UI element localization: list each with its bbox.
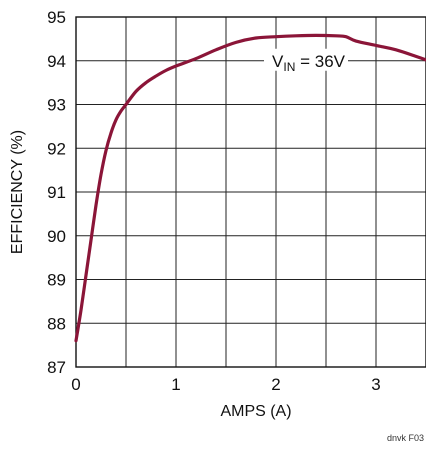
y-tick-label: 88 (47, 314, 66, 333)
annotation-layer: VIN = 36V (264, 48, 348, 74)
x-tick-label: 0 (71, 375, 80, 394)
x-tick-labels: 0 1 2 3 (71, 375, 380, 394)
y-tick-label: 87 (47, 358, 66, 377)
x-axis-title: AMPS (A) (220, 403, 291, 420)
series-line-efficiency (74, 33, 426, 343)
y-axis-title: EFFICIENCY (%) (9, 130, 26, 254)
plot-frame (75, 16, 426, 368)
y-tick-label: 95 (47, 8, 66, 27)
y-tick-label: 90 (47, 227, 66, 246)
figure-id: dnvk F03 (387, 433, 424, 443)
y-tick-label: 89 (47, 271, 66, 290)
y-tick-label: 92 (47, 139, 66, 158)
grid-lines (76, 17, 426, 367)
y-tick-label: 94 (47, 52, 66, 71)
y-tick-label: 93 (47, 96, 66, 115)
y-tick-labels: 87 88 89 90 91 92 93 94 95 (47, 8, 66, 377)
x-tick-label: 3 (371, 375, 380, 394)
annotation-background (264, 48, 348, 71)
x-tick-label: 1 (171, 375, 180, 394)
y-tick-label: 91 (47, 183, 66, 202)
annotation-vin-label: VIN = 36V (272, 52, 346, 74)
x-tick-label: 2 (271, 375, 280, 394)
series-layer (74, 33, 426, 343)
